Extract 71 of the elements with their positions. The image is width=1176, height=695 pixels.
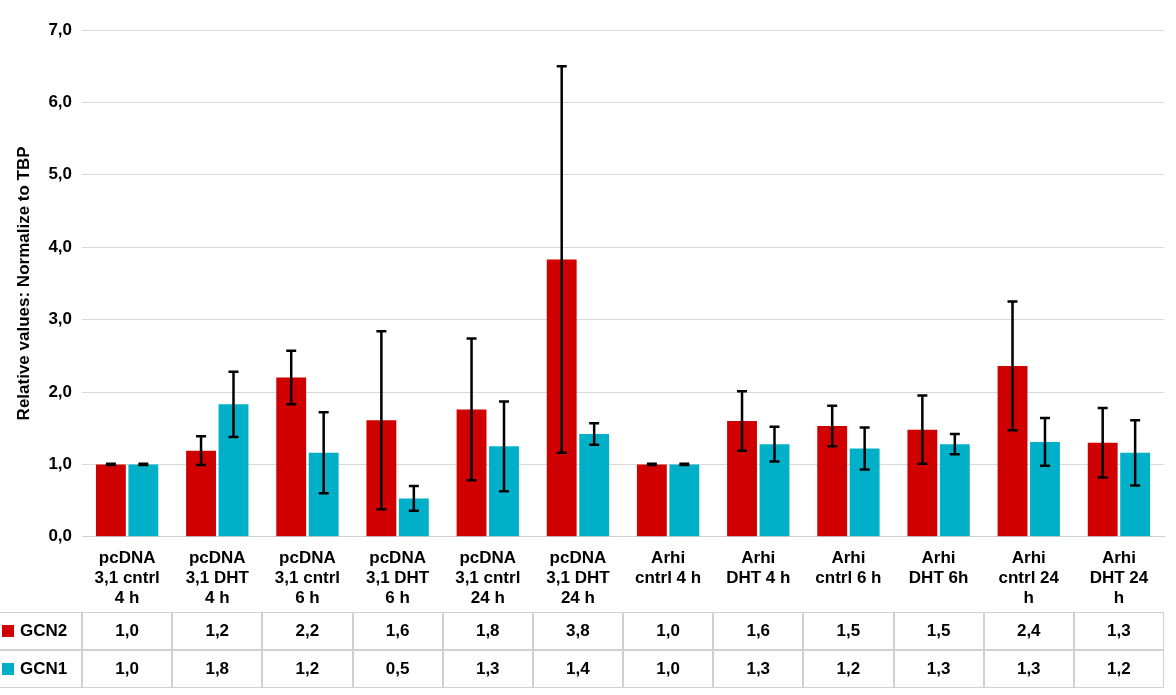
bar [456,409,487,537]
bar [276,377,307,537]
bar [579,433,610,537]
data-label: 1,0 [623,612,714,650]
y-tick-label: 2,0 [48,381,73,401]
x-tick-label: pcDNA 3,1 cntrl 6 h [274,547,341,608]
bar [218,404,249,537]
bar [759,444,790,537]
x-tick-label: Arhi DHT 6h [908,547,969,588]
bar [95,464,126,537]
data-label: 1,3 [983,650,1074,688]
data-label: 1,0 [82,650,173,688]
data-label: 1,2 [1073,650,1164,688]
bar [308,452,339,537]
x-tick-label: pcDNA 3,1 cntrl 4 h [94,547,160,608]
x-tick-label: Arhi cntrl 4 h [635,547,702,588]
bar [1120,452,1151,537]
y-tick-label: 7,0 [48,19,73,39]
x-tick-label: pcDNA 3,1 cntrl 24 h [455,547,521,608]
data-label: 1,0 [623,650,714,688]
data-label: 1,2 [172,612,263,650]
y-tick-label: 5,0 [48,164,73,184]
bar [907,429,938,537]
data-label: 1,0 [82,612,173,650]
data-label: 0,5 [352,650,443,688]
legend-label: GCN2 [0,612,83,650]
bar [939,444,970,537]
bar [489,446,519,537]
x-tick-label: Arhi DHT 4 h [726,547,791,588]
data-label: 1,8 [172,650,263,688]
bar [636,464,667,537]
bar [1087,442,1118,537]
y-tick-label: 6,0 [48,92,73,112]
bar [366,420,397,537]
legend-label: GCN1 [0,650,83,688]
bar [128,464,159,537]
y-tick-label: 4,0 [48,236,73,256]
x-tick-label: Arhi cntrl 24 h [998,547,1060,608]
bar [849,448,880,537]
x-tick-label: pcDNA 3,1 DHT 24 h [546,547,611,608]
bar [669,464,700,537]
bar [398,498,429,537]
bar [546,259,577,537]
data-label: 1,6 [713,612,804,650]
data-label: 1,3 [1073,612,1164,650]
data-label: 1,8 [442,612,533,650]
data-label: 1,3 [893,650,984,688]
bar [186,450,216,537]
y-tick-label: 0,0 [48,526,73,546]
bar [1030,441,1060,537]
y-axis-title: Relative values: Normalize to TBP [13,146,33,421]
x-tick-label: pcDNA 3,1 DHT 4 h [185,547,250,608]
x-tick-label: Arhi cntrl 6 h [815,547,882,588]
data-label: 1,2 [803,650,894,688]
x-tick-label: Arhi DHT 24 h [1089,547,1149,608]
data-label: 3,8 [532,612,623,650]
data-label: 1,6 [352,612,443,650]
bar [817,426,848,537]
data-label: 1,5 [803,612,894,650]
bar [997,365,1028,537]
data-label: 1,3 [713,650,804,688]
data-label: 1,3 [442,650,533,688]
data-label: 1,4 [532,650,623,688]
y-tick-label: 3,0 [48,309,73,329]
data-label: 1,5 [893,612,984,650]
x-tick-label: pcDNA 3,1 DHT 6 h [365,547,430,608]
data-label: 1,2 [262,650,353,688]
data-label: 2,2 [262,612,353,650]
y-tick-label: 1,0 [48,454,73,474]
data-label: 2,4 [983,612,1074,650]
bar [727,420,757,537]
